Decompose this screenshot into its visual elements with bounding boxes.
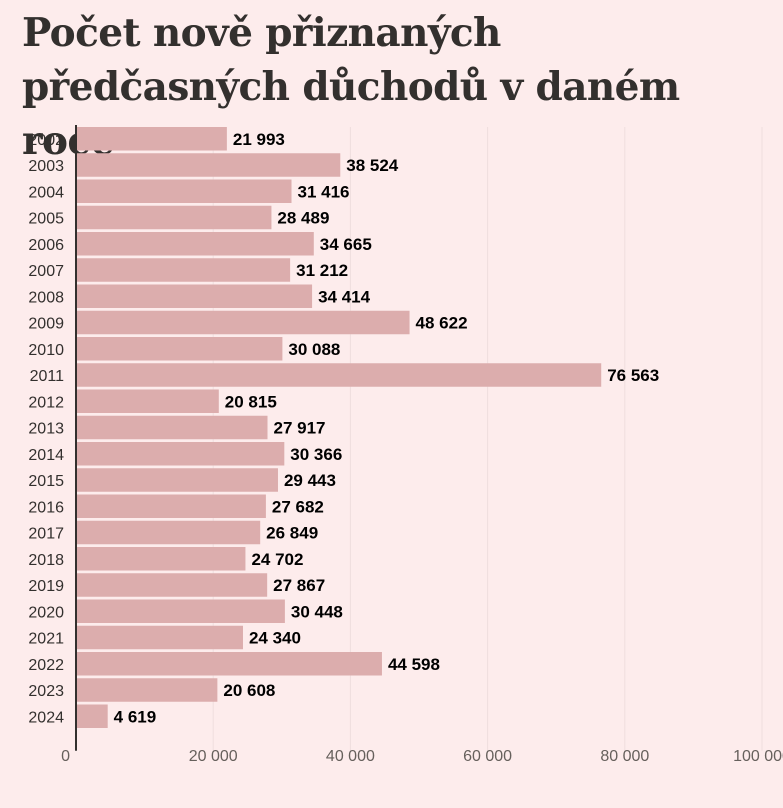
- category-label: 2012: [28, 394, 64, 411]
- bars: [76, 127, 602, 728]
- x-tick-label: 40 000: [326, 748, 375, 765]
- bar: [76, 520, 261, 545]
- bar: [76, 153, 341, 177]
- chart-title: Počet nově přiznaných předčasných důchod…: [22, 10, 680, 164]
- value-labels: 21 993 38 524 31 416 28 489 34 665 31 212 34 4…: [114, 130, 660, 727]
- category-label: 2019: [28, 578, 64, 595]
- value-label: 21 993: [233, 130, 285, 149]
- category-label: 2005: [28, 211, 64, 228]
- value-label: 30 366: [290, 445, 342, 464]
- category-label: 2004: [28, 184, 64, 201]
- value-label: 20 608: [223, 681, 275, 700]
- bar: [76, 363, 602, 387]
- bar: [76, 258, 291, 282]
- category-label: 2024: [28, 709, 64, 726]
- value-label: 27 682: [272, 497, 324, 516]
- x-tick-label: 100 000: [733, 748, 783, 765]
- value-label: 27 867: [273, 576, 325, 595]
- x-tick-label: 0: [61, 748, 70, 765]
- value-label: 24 702: [251, 550, 303, 569]
- category-label: 2008: [28, 289, 64, 306]
- bar: [76, 547, 246, 571]
- category-label: 2002: [28, 132, 64, 149]
- bar: [76, 652, 382, 676]
- x-tick-label: 20 000: [189, 748, 238, 765]
- bar: [76, 468, 278, 492]
- bar: [76, 310, 410, 335]
- y-axis-labels: 2002 2003 2004 2005 2006 2007 2008 2009 2010 2011…: [28, 132, 64, 727]
- bar: [76, 389, 219, 413]
- category-label: 2022: [28, 657, 64, 674]
- value-label: 30 448: [291, 602, 343, 621]
- category-label: 2003: [28, 158, 64, 175]
- category-label: 2017: [28, 526, 64, 543]
- category-label: 2010: [28, 342, 64, 359]
- value-label: 44 598: [388, 655, 440, 674]
- category-label: 2011: [30, 368, 65, 385]
- category-label: 2020: [28, 604, 64, 621]
- bar: [76, 442, 285, 466]
- value-label: 31 416: [298, 182, 350, 201]
- category-label: 2015: [28, 473, 64, 490]
- x-tick-label: 80 000: [600, 748, 649, 765]
- bar: [76, 678, 218, 702]
- bar: [76, 337, 283, 361]
- bar: [76, 179, 292, 203]
- category-label: 2016: [28, 499, 64, 516]
- bar: [76, 704, 108, 728]
- value-label: 30 088: [288, 340, 340, 359]
- value-label: 38 524: [346, 156, 399, 175]
- value-label: 29 443: [284, 471, 336, 490]
- category-label: 2021: [28, 631, 64, 648]
- value-label: 26 849: [266, 524, 318, 543]
- category-label: 2013: [28, 421, 64, 438]
- category-label: 2014: [28, 447, 64, 464]
- category-label: 2009: [28, 316, 64, 333]
- bar: [76, 415, 268, 440]
- bar: [76, 127, 227, 151]
- value-label: 76 563: [607, 366, 659, 385]
- value-label: 48 622: [416, 314, 468, 333]
- value-label: 34 665: [320, 235, 372, 254]
- category-label: 2007: [28, 263, 64, 280]
- value-label: 24 340: [249, 629, 301, 648]
- bar: [76, 494, 266, 518]
- bar: [76, 599, 285, 623]
- value-label: 31 212: [296, 261, 348, 280]
- bar: [76, 205, 272, 230]
- bar: [76, 625, 243, 650]
- value-label: 27 917: [274, 419, 326, 438]
- value-label: 4 619: [114, 707, 157, 726]
- bar: [76, 232, 314, 256]
- value-label: 28 489: [277, 209, 329, 228]
- category-label: 2023: [28, 683, 64, 700]
- x-axis-labels: 0 20 000 40 000 60 000 80 000 100 000: [61, 748, 783, 765]
- value-label: 20 815: [225, 392, 277, 411]
- bar: [76, 573, 268, 597]
- x-tick-label: 60 000: [463, 748, 512, 765]
- category-label: 2006: [28, 237, 64, 254]
- bar: [76, 284, 313, 308]
- value-label: 34 414: [318, 287, 371, 306]
- category-label: 2018: [28, 552, 64, 569]
